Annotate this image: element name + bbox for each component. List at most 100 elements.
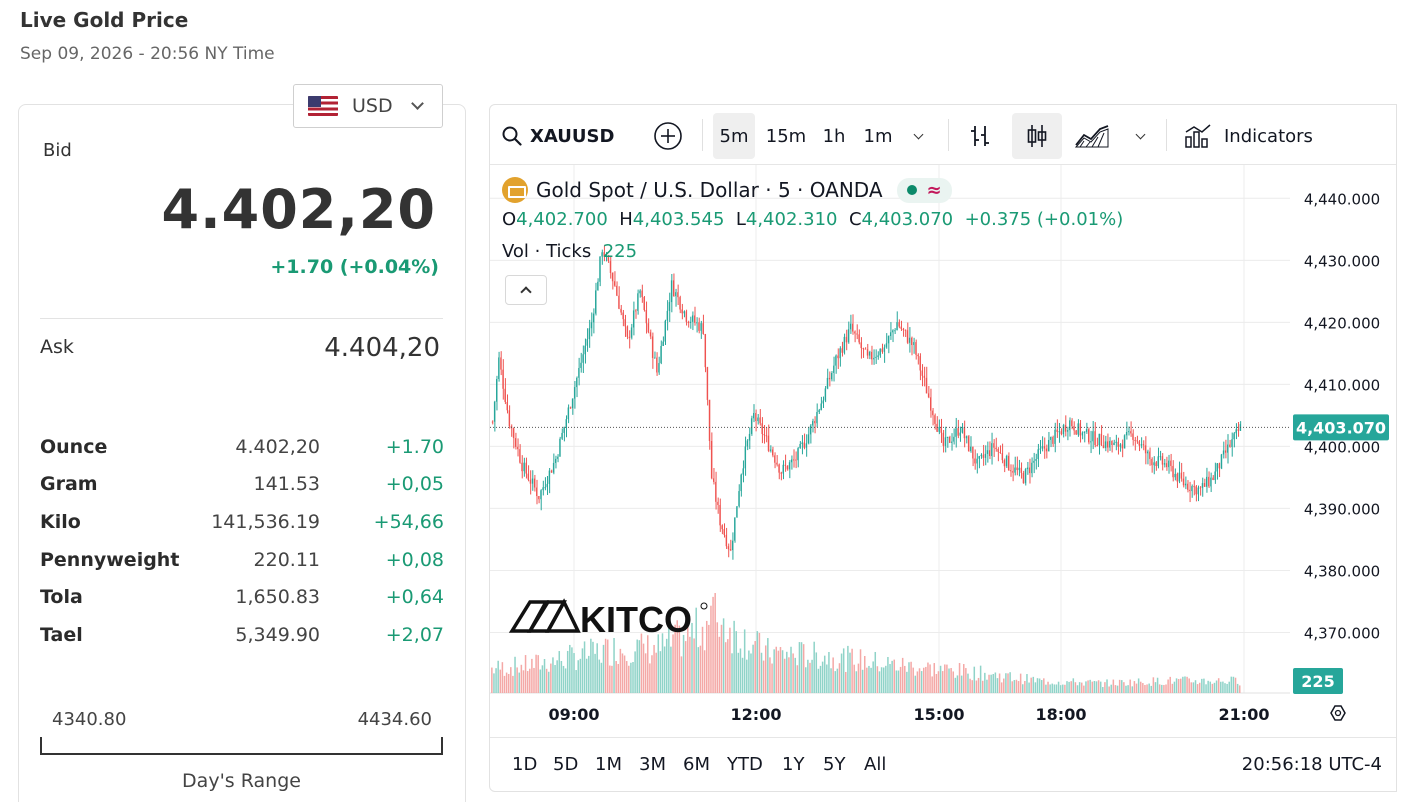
volume-bar xyxy=(977,677,980,693)
volume-bar xyxy=(790,646,792,693)
range-1y[interactable]: 1Y xyxy=(782,754,805,775)
candle-body xyxy=(677,292,679,298)
candle-body xyxy=(938,426,940,432)
candle-body xyxy=(847,329,850,343)
volume-bar xyxy=(979,665,982,693)
interval-15m[interactable]: 15m xyxy=(765,125,807,147)
candle-body xyxy=(1130,431,1132,434)
range-6m[interactable]: 6M xyxy=(683,754,710,775)
range-1d[interactable]: 1D xyxy=(512,754,538,775)
volume-bar xyxy=(1156,677,1159,693)
candle-body xyxy=(645,309,647,324)
interval-1h[interactable]: 1h xyxy=(822,125,846,147)
candle-body xyxy=(906,330,909,343)
volume-bar xyxy=(1137,678,1140,693)
collapse-legend-button[interactable] xyxy=(505,275,547,305)
indicators-label: Indicators xyxy=(1224,125,1313,147)
volume-bar xyxy=(1154,682,1157,693)
volume-bar xyxy=(1080,682,1083,693)
indicators-button[interactable]: Indicators xyxy=(1184,113,1313,159)
volume-bar xyxy=(849,652,851,693)
volume-bar xyxy=(634,651,636,693)
volume-bar xyxy=(988,674,990,693)
volume-bar xyxy=(1112,679,1115,693)
volume-bar xyxy=(731,653,733,693)
compare-symbol-button[interactable] xyxy=(650,113,686,159)
volume-bar xyxy=(510,667,512,693)
candle-body xyxy=(1088,429,1090,443)
interval-5m[interactable]: 5m xyxy=(713,113,755,159)
volume-bar xyxy=(1068,681,1070,693)
chart-type-dropdown-button[interactable] xyxy=(1128,113,1152,159)
candle-body xyxy=(725,534,727,547)
bar-chart-type-button[interactable] xyxy=(962,113,998,159)
volume-bar xyxy=(560,660,563,693)
volume-bar xyxy=(965,668,967,693)
candle-body xyxy=(830,372,833,380)
volume-bar xyxy=(859,649,862,693)
candle-body xyxy=(984,453,987,458)
area-chart-icon xyxy=(1074,125,1109,148)
candle-body xyxy=(573,387,576,399)
candle-chart-type-button[interactable] xyxy=(1012,113,1062,159)
volume-bar xyxy=(1150,685,1153,693)
volume-bar xyxy=(1064,684,1066,693)
candle-body xyxy=(814,421,816,424)
volume-bar xyxy=(1186,676,1188,693)
candle-body xyxy=(721,525,723,530)
candle-body xyxy=(1010,470,1012,472)
volume-bar xyxy=(783,658,786,693)
candle-body xyxy=(970,446,972,452)
candle-body xyxy=(639,290,641,294)
candle-body xyxy=(1174,473,1176,478)
candle-body xyxy=(744,446,746,469)
volume-bar xyxy=(857,663,860,693)
volume-bar xyxy=(779,647,782,693)
range-5y[interactable]: 5Y xyxy=(823,754,846,775)
volume-bar xyxy=(1011,681,1013,693)
candle-body xyxy=(1026,467,1029,470)
candle-body xyxy=(835,355,837,366)
range-1m[interactable]: 1M xyxy=(595,754,622,775)
market-status-pill[interactable]: ≈ xyxy=(896,177,952,203)
volume-bar xyxy=(701,626,704,693)
candle-body xyxy=(788,462,791,470)
candle-body xyxy=(1039,448,1041,450)
volume-bar xyxy=(990,674,992,693)
volume-bar xyxy=(695,607,697,693)
range-3m[interactable]: 3M xyxy=(639,754,666,775)
interval-1m[interactable]: 1m xyxy=(863,125,893,147)
candle-body xyxy=(1064,425,1067,432)
range-5d[interactable]: 5D xyxy=(553,754,579,775)
price-chart[interactable]: 4,440.000 4,430.000 4,420.000 4,410.000 4,40… xyxy=(490,165,1397,737)
range-all[interactable]: All xyxy=(864,754,887,775)
plus-circle-icon xyxy=(654,122,682,150)
interval-dropdown-button[interactable] xyxy=(906,113,930,159)
volume-bar xyxy=(1076,685,1079,693)
candle-body xyxy=(704,333,706,368)
volume-bar xyxy=(708,624,710,693)
volume-bar xyxy=(817,668,820,693)
volume-bar xyxy=(878,671,881,693)
candle-body xyxy=(523,462,525,472)
volume-bar xyxy=(617,663,620,693)
volume-bar xyxy=(526,671,529,693)
y-tick-label: 4,410.000 xyxy=(1304,376,1380,394)
chart-clock[interactable]: 20:56:18 UTC-4 xyxy=(1241,754,1382,775)
candle-body xyxy=(715,481,717,502)
volume-bar xyxy=(870,667,872,693)
volume-bar xyxy=(1055,684,1058,693)
candle-body xyxy=(514,438,517,447)
currency-dropdown[interactable]: USD xyxy=(293,84,443,128)
candle-body xyxy=(748,433,751,441)
range-ytd[interactable]: YTD xyxy=(727,754,763,775)
candle-body xyxy=(1005,455,1008,467)
area-chart-type-button[interactable] xyxy=(1072,113,1112,159)
volume-bar xyxy=(724,642,727,693)
symbol-search-button[interactable]: XAUUSD xyxy=(502,113,614,159)
volume-bar xyxy=(971,680,973,693)
unit-price: 4.402,20 xyxy=(235,435,320,458)
candle-body xyxy=(978,456,980,459)
volume-bar xyxy=(908,662,910,693)
volume-bar xyxy=(832,657,834,693)
